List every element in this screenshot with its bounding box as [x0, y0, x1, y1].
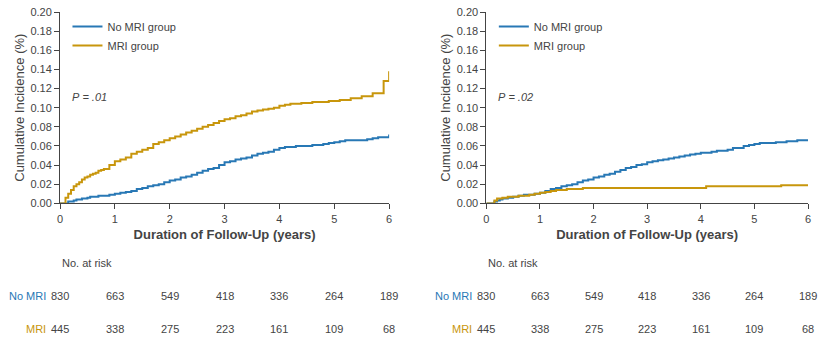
svg-text:189: 189 — [380, 290, 398, 302]
svg-text:0.02: 0.02 — [457, 178, 478, 190]
svg-text:0.20: 0.20 — [30, 6, 51, 18]
svg-text:0.08: 0.08 — [457, 121, 478, 133]
svg-text:0.12: 0.12 — [30, 82, 51, 94]
svg-text:0: 0 — [483, 213, 489, 225]
svg-text:4: 4 — [698, 213, 704, 225]
svg-text:No MRI group: No MRI group — [107, 21, 175, 33]
svg-text:663: 663 — [531, 290, 549, 302]
svg-text:0.18: 0.18 — [457, 25, 478, 37]
svg-text:223: 223 — [638, 323, 656, 335]
svg-text:6: 6 — [386, 213, 392, 225]
svg-text:0.00: 0.00 — [457, 197, 478, 209]
svg-text:223: 223 — [216, 323, 234, 335]
svg-text:0.16: 0.16 — [457, 44, 478, 56]
svg-text:0.18: 0.18 — [30, 25, 51, 37]
svg-text:No. at risk: No. at risk — [488, 257, 538, 269]
svg-text:MRI: MRI — [452, 323, 472, 335]
svg-text:P = .01: P = .01 — [72, 91, 107, 103]
svg-text:MRI group: MRI group — [107, 40, 158, 52]
svg-text:4: 4 — [276, 213, 282, 225]
svg-text:336: 336 — [270, 290, 288, 302]
svg-text:549: 549 — [585, 290, 603, 302]
svg-text:0.04: 0.04 — [457, 159, 478, 171]
svg-text:5: 5 — [331, 213, 337, 225]
svg-text:338: 338 — [106, 323, 124, 335]
svg-text:Cumulative Incidence (%): Cumulative Incidence (%) — [438, 34, 453, 182]
svg-text:Duration of Follow-Up (years): Duration of Follow-Up (years) — [556, 227, 738, 242]
svg-text:2: 2 — [591, 213, 597, 225]
svg-text:Cumulative Incidence (%): Cumulative Incidence (%) — [12, 34, 27, 182]
svg-text:161: 161 — [270, 323, 288, 335]
svg-text:445: 445 — [51, 323, 69, 335]
svg-text:161: 161 — [692, 323, 710, 335]
svg-text:68: 68 — [383, 323, 395, 335]
svg-text:2: 2 — [167, 213, 173, 225]
svg-text:1: 1 — [112, 213, 118, 225]
svg-text:0.20: 0.20 — [457, 6, 478, 18]
svg-text:0.02: 0.02 — [30, 178, 51, 190]
svg-text:0.04: 0.04 — [30, 159, 51, 171]
svg-text:0.12: 0.12 — [457, 82, 478, 94]
svg-text:0.06: 0.06 — [30, 140, 51, 152]
svg-text:6: 6 — [805, 213, 811, 225]
svg-text:Duration of Follow-Up (years): Duration of Follow-Up (years) — [134, 227, 316, 242]
svg-text:5: 5 — [751, 213, 757, 225]
svg-text:No. at risk: No. at risk — [62, 257, 112, 269]
svg-text:68: 68 — [802, 323, 814, 335]
svg-text:1: 1 — [537, 213, 543, 225]
svg-text:0.10: 0.10 — [457, 102, 478, 114]
svg-text:0.14: 0.14 — [30, 63, 51, 75]
svg-text:0.08: 0.08 — [30, 121, 51, 133]
svg-text:No MRI: No MRI — [435, 290, 472, 302]
svg-text:0.10: 0.10 — [30, 102, 51, 114]
svg-text:P = .02: P = .02 — [498, 91, 533, 103]
svg-text:0: 0 — [57, 213, 63, 225]
svg-text:336: 336 — [692, 290, 710, 302]
svg-text:418: 418 — [216, 290, 234, 302]
svg-text:264: 264 — [745, 290, 763, 302]
svg-text:549: 549 — [161, 290, 179, 302]
svg-text:MRI: MRI — [26, 323, 46, 335]
svg-text:445: 445 — [477, 323, 495, 335]
svg-text:MRI group: MRI group — [534, 40, 585, 52]
svg-text:275: 275 — [585, 323, 603, 335]
svg-text:830: 830 — [477, 290, 495, 302]
svg-text:109: 109 — [745, 323, 763, 335]
svg-text:418: 418 — [638, 290, 656, 302]
svg-text:0.00: 0.00 — [30, 197, 51, 209]
svg-text:0.06: 0.06 — [457, 140, 478, 152]
svg-text:0.14: 0.14 — [457, 63, 478, 75]
svg-text:3: 3 — [644, 213, 650, 225]
svg-text:No MRI group: No MRI group — [534, 21, 602, 33]
svg-text:109: 109 — [325, 323, 343, 335]
svg-text:No MRI: No MRI — [9, 290, 46, 302]
svg-text:275: 275 — [161, 323, 179, 335]
svg-text:338: 338 — [531, 323, 549, 335]
svg-text:3: 3 — [221, 213, 227, 225]
svg-text:264: 264 — [325, 290, 343, 302]
svg-text:0.16: 0.16 — [30, 44, 51, 56]
svg-text:189: 189 — [799, 290, 817, 302]
svg-text:663: 663 — [106, 290, 124, 302]
svg-text:830: 830 — [51, 290, 69, 302]
